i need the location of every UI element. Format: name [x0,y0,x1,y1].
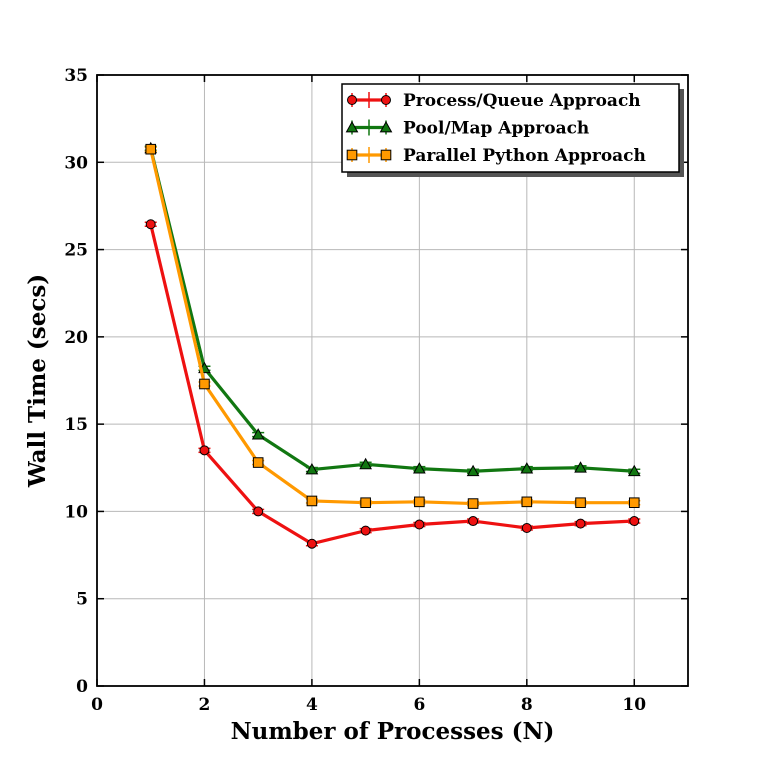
series-line [149,223,635,546]
series-line [149,147,635,473]
y-tick-label: 20 [64,328,88,348]
data-point [305,463,319,475]
legend-marker [346,149,358,161]
y-tick-label: 10 [64,502,88,522]
data-point [145,143,157,155]
series-line [149,148,635,506]
data-point [413,462,426,474]
data-point [414,519,425,530]
x-tick-label: 6 [413,695,425,715]
x-tick-label: 10 [622,695,646,715]
y-tick-label: 0 [76,677,88,697]
data-point [574,461,587,473]
data-point [628,497,640,508]
data-point [199,378,210,390]
y-tick-label: 30 [64,153,88,173]
data-point [521,523,532,534]
data-point [575,518,586,529]
series-parallel-python-approach [144,143,641,509]
data-point [575,497,586,508]
legend-box [341,83,680,173]
data-point [199,445,210,456]
legend-label: Parallel Python Approach [403,146,646,166]
data-point [414,496,425,508]
legend-marker [381,95,391,105]
legend-label: Pool/Map Approach [403,119,589,139]
y-tick-label: 25 [64,241,88,261]
legend-marker [347,95,357,105]
y-tick-label: 15 [64,415,88,435]
y-tick-label: 5 [76,590,88,610]
data-point [627,464,641,477]
labels-layer: 0 2 4 6 8 10 0 5 10 15 20 25 30 35 [64,66,646,715]
data-point [360,525,371,536]
data-point [251,428,265,440]
legend-marker [379,120,393,133]
data-point [467,498,479,509]
x-axis-label: Number of Processes (N) [231,718,555,745]
x-tick-label: 0 [91,695,103,715]
data-point [306,495,318,507]
data-point [520,462,534,474]
data-point [629,516,640,527]
legend-marker [380,149,392,161]
legend: Process/Queue Approach Pool/Map Approach P… [341,83,684,177]
plot-frame [96,74,689,687]
legend-label: Process/Queue Approach [403,91,641,111]
data-point [521,496,533,508]
x-tick-label: 2 [199,695,211,715]
data-point [468,516,479,527]
series-process-queue-approach [144,219,641,549]
data-point [466,464,480,477]
data-point [306,538,317,549]
data-point [145,219,156,230]
data-point [360,497,371,508]
data-point [253,506,264,517]
x-tick-label: 8 [521,695,533,715]
data-point [359,457,372,470]
y-tick-label: 35 [64,66,88,86]
series-layer [144,141,641,549]
series-pool-map-approach [144,141,641,477]
x-tick-label: 4 [306,695,318,715]
legend-marker [345,120,359,133]
y-axis-label: Wall Time (secs) [24,274,51,488]
data-point [252,457,264,468]
